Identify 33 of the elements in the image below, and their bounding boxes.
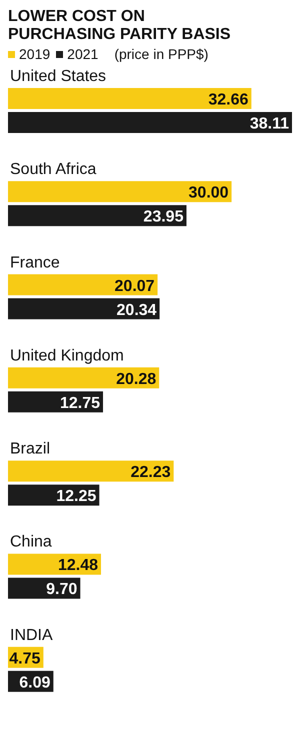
chart-title: LOWER COST ON PURCHASING PARITY BASIS xyxy=(8,8,232,44)
data-label: 23.95 xyxy=(143,208,184,226)
bar xyxy=(8,205,186,226)
y-tick-label: South Africa xyxy=(10,161,96,178)
data-label: 6.09 xyxy=(19,674,50,692)
bar xyxy=(8,460,174,482)
legend-label: 2019 xyxy=(19,46,50,62)
data-label: 9.70 xyxy=(46,581,78,598)
text: (price in PPP$) xyxy=(114,46,208,62)
data-label: 20.34 xyxy=(116,302,157,319)
bar xyxy=(8,367,160,388)
y-tick-label: United States xyxy=(10,68,106,85)
y-tick-label: Brazil xyxy=(10,440,50,458)
bar xyxy=(8,181,232,202)
legend-label: 2021 xyxy=(67,46,98,62)
data-label: 32.66 xyxy=(208,92,248,108)
y-tick-label: France xyxy=(10,254,60,272)
data-label: 12.25 xyxy=(56,488,96,506)
data-label: 20.28 xyxy=(116,370,156,388)
data-label: 38.11 xyxy=(250,116,290,132)
bar xyxy=(8,88,252,109)
y-tick-label: China xyxy=(10,534,52,551)
bar xyxy=(8,274,158,296)
data-label: 12.48 xyxy=(58,557,98,574)
data-label: 20.07 xyxy=(114,278,155,295)
data-label: 30.00 xyxy=(188,184,229,202)
data-label: 4.75 xyxy=(9,650,40,668)
data-label: 22.23 xyxy=(130,464,171,482)
y-tick-label: United Kingdom xyxy=(10,347,124,364)
bar xyxy=(8,112,292,133)
y-tick-label: INDIA xyxy=(10,626,53,644)
data-label: 12.75 xyxy=(60,394,100,412)
bar xyxy=(8,298,160,320)
